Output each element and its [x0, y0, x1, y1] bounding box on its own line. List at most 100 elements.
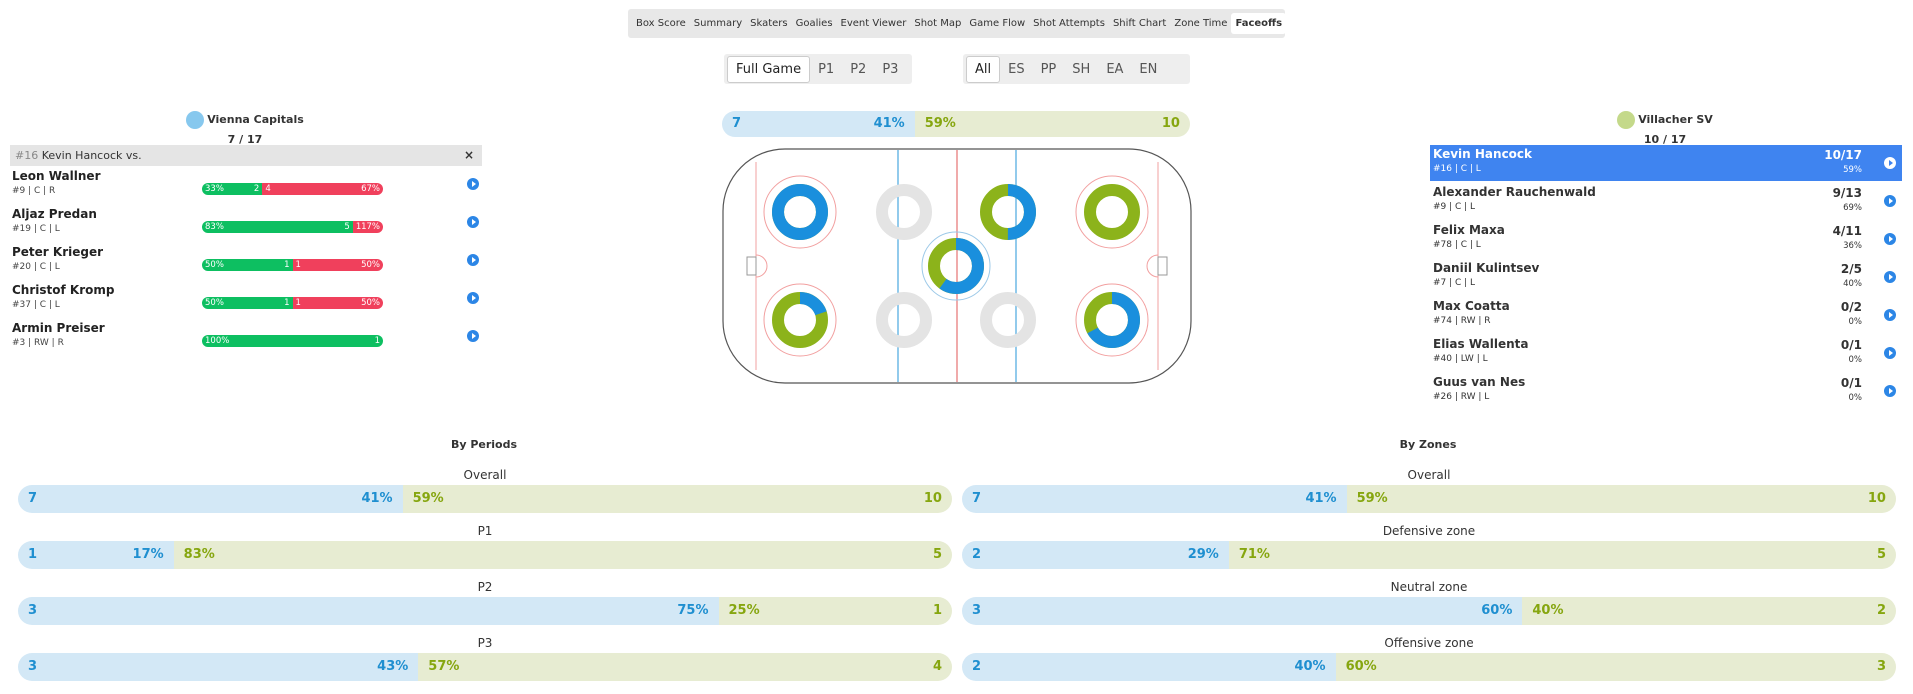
opponent-row: Aljaz Predan #19 | C | L 83% 5 1 17%	[12, 207, 482, 241]
wins-segment: 50% 1	[202, 297, 293, 309]
period-filter-full-game[interactable]: Full Game	[727, 55, 811, 83]
player-faceoff-pct: 0%	[1848, 355, 1863, 365]
strength-filter-all[interactable]: All	[966, 55, 1001, 83]
tab-event-viewer[interactable]: Event Viewer	[840, 18, 907, 29]
losses-segment: 4 67%	[262, 183, 383, 195]
faceoff-donut-top-neutral-left[interactable]	[876, 184, 932, 240]
home-team-header: Vienna Capitals 7 / 17	[160, 111, 330, 146]
home-share: 1 17%	[18, 541, 174, 569]
play-icon[interactable]	[1884, 309, 1896, 321]
away-team-record: 10 / 17	[1643, 133, 1687, 146]
period-row-bar: 3 43% 57% 4	[18, 653, 952, 681]
player-faceoff-record: 2/5	[1840, 262, 1862, 276]
home-count: 3	[972, 603, 982, 618]
tab-shift-chart[interactable]: Shift Chart	[1112, 18, 1167, 29]
tab-game-flow[interactable]: Game Flow	[969, 18, 1026, 29]
tab-goalies[interactable]: Goalies	[795, 18, 833, 29]
player-name: Peter Krieger	[12, 245, 104, 259]
play-icon[interactable]	[467, 292, 479, 304]
faceoff-donut-top-neutral-right[interactable]	[980, 184, 1036, 240]
opponent-row: Peter Krieger #20 | C | L 50% 1 1 50%	[12, 245, 482, 279]
home-share: 7 41%	[962, 485, 1347, 513]
donut-home-share	[928, 238, 984, 294]
play-icon[interactable]	[1884, 157, 1896, 169]
faceoff-circle	[921, 231, 991, 301]
home-count: 3	[28, 659, 38, 674]
tab-shot-attempts[interactable]: Shot Attempts	[1033, 18, 1105, 29]
top-nav: Box Score Summary Skaters Goalies Event View…	[628, 9, 1287, 38]
player-name: Elias Wallenta	[1433, 337, 1529, 351]
player-row[interactable]: Kevin Hancock #16 | C | L 10/17 59%	[1430, 145, 1902, 181]
strength-filter-ea[interactable]: EA	[1106, 61, 1124, 77]
loss-count: 1	[355, 222, 362, 232]
period-filter-p1[interactable]: P1	[818, 61, 835, 77]
play-icon[interactable]	[1884, 233, 1896, 245]
tab-box-score[interactable]: Box Score	[636, 18, 686, 29]
player-meta: #7 | C | L	[1433, 278, 1476, 288]
tab-shot-map[interactable]: Shot Map	[914, 18, 962, 29]
donut-home-share	[772, 292, 828, 348]
faceoff-donut-top-right-circle[interactable]	[1084, 184, 1140, 240]
away-share: 25% 1	[718, 597, 952, 625]
win-count: 1	[284, 298, 290, 308]
player-row[interactable]: Daniil Kulintsev #7 | C | L 2/5 40%	[1430, 259, 1902, 295]
faceoff-donut-bottom-left-circle[interactable]	[772, 292, 828, 348]
tab-skaters[interactable]: Skaters	[750, 18, 788, 29]
tab-faceoffs[interactable]: Faceoffs	[1231, 13, 1287, 34]
play-icon[interactable]	[467, 216, 479, 228]
tab-summary[interactable]: Summary	[693, 18, 743, 29]
play-icon[interactable]	[1884, 271, 1896, 283]
play-icon[interactable]	[1884, 195, 1896, 207]
player-meta: #26 | RW | L	[1433, 392, 1490, 402]
away-count: 10	[1867, 491, 1886, 506]
versus-player-number: #16	[15, 149, 39, 162]
tab-zone-time[interactable]: Zone Time	[1174, 18, 1228, 29]
right-net	[1157, 256, 1168, 276]
win-pct: 50%	[205, 260, 224, 270]
player-row[interactable]: Elias Wallenta #40 | LW | L 0/1 0%	[1430, 335, 1902, 371]
strength-filter-sh[interactable]: SH	[1072, 61, 1091, 77]
away-count: 2	[1876, 603, 1886, 618]
period-row-label: P2	[477, 580, 493, 594]
faceoff-donut-bottom-neutral-left[interactable]	[876, 292, 932, 348]
play-icon[interactable]	[1884, 385, 1896, 397]
player-row[interactable]: Max Coatta #74 | RW | R 0/2 0%	[1430, 297, 1902, 333]
strength-filter-es[interactable]: ES	[1008, 61, 1025, 77]
donut-ring	[876, 184, 932, 240]
faceoff-donut-bottom-right-circle[interactable]	[1084, 292, 1140, 348]
play-icon[interactable]	[467, 330, 479, 342]
faceoff-donut-top-left-circle[interactable]	[772, 184, 828, 240]
home-pct: 60%	[1481, 603, 1513, 618]
period-filter: Full Game P1 P2 P3	[724, 54, 912, 84]
away-share: 57% 4	[418, 653, 952, 681]
zone-row-bar: 2 40% 60% 3	[962, 653, 1896, 681]
player-faceoff-record: 10/17	[1824, 148, 1862, 162]
donut-home-share	[1084, 292, 1140, 348]
faceoff-result-bar: 83% 5 1 17%	[202, 221, 383, 233]
strength-filter-pp[interactable]: PP	[1040, 61, 1057, 77]
play-icon[interactable]	[467, 254, 479, 266]
faceoff-donut-bottom-neutral-right[interactable]	[980, 292, 1036, 348]
versus-bar: #16 Kevin Hancock vs. ×	[10, 145, 482, 166]
period-filter-p2[interactable]: P2	[850, 61, 867, 77]
home-pct: 41%	[361, 491, 393, 506]
player-meta: #19 | C | L	[12, 224, 60, 234]
away-team-header: Villacher SV 10 / 17	[1580, 111, 1750, 146]
home-count: 3	[28, 603, 38, 618]
home-pct: 17%	[132, 547, 164, 562]
play-icon[interactable]	[1884, 347, 1896, 359]
away-pct: 25%	[728, 603, 760, 618]
home-share: 3 43%	[18, 653, 419, 681]
period-filter-p3[interactable]: P3	[882, 61, 899, 77]
away-pct: 40%	[1532, 603, 1564, 618]
loss-pct: 50%	[361, 298, 380, 308]
player-row[interactable]: Alexander Rauchenwald #9 | C | L 9/13 69%	[1430, 183, 1902, 219]
player-row[interactable]: Guus van Nes #26 | RW | L 0/1 0%	[1430, 373, 1902, 409]
player-row[interactable]: Felix Maxa #78 | C | L 4/11 36%	[1430, 221, 1902, 257]
faceoff-donut-center-circle[interactable]	[928, 238, 984, 294]
left-net	[746, 256, 757, 276]
close-icon[interactable]: ×	[463, 148, 474, 162]
strength-filter-en[interactable]: EN	[1139, 61, 1158, 77]
play-icon[interactable]	[467, 178, 479, 190]
home-count: 7	[972, 491, 982, 506]
